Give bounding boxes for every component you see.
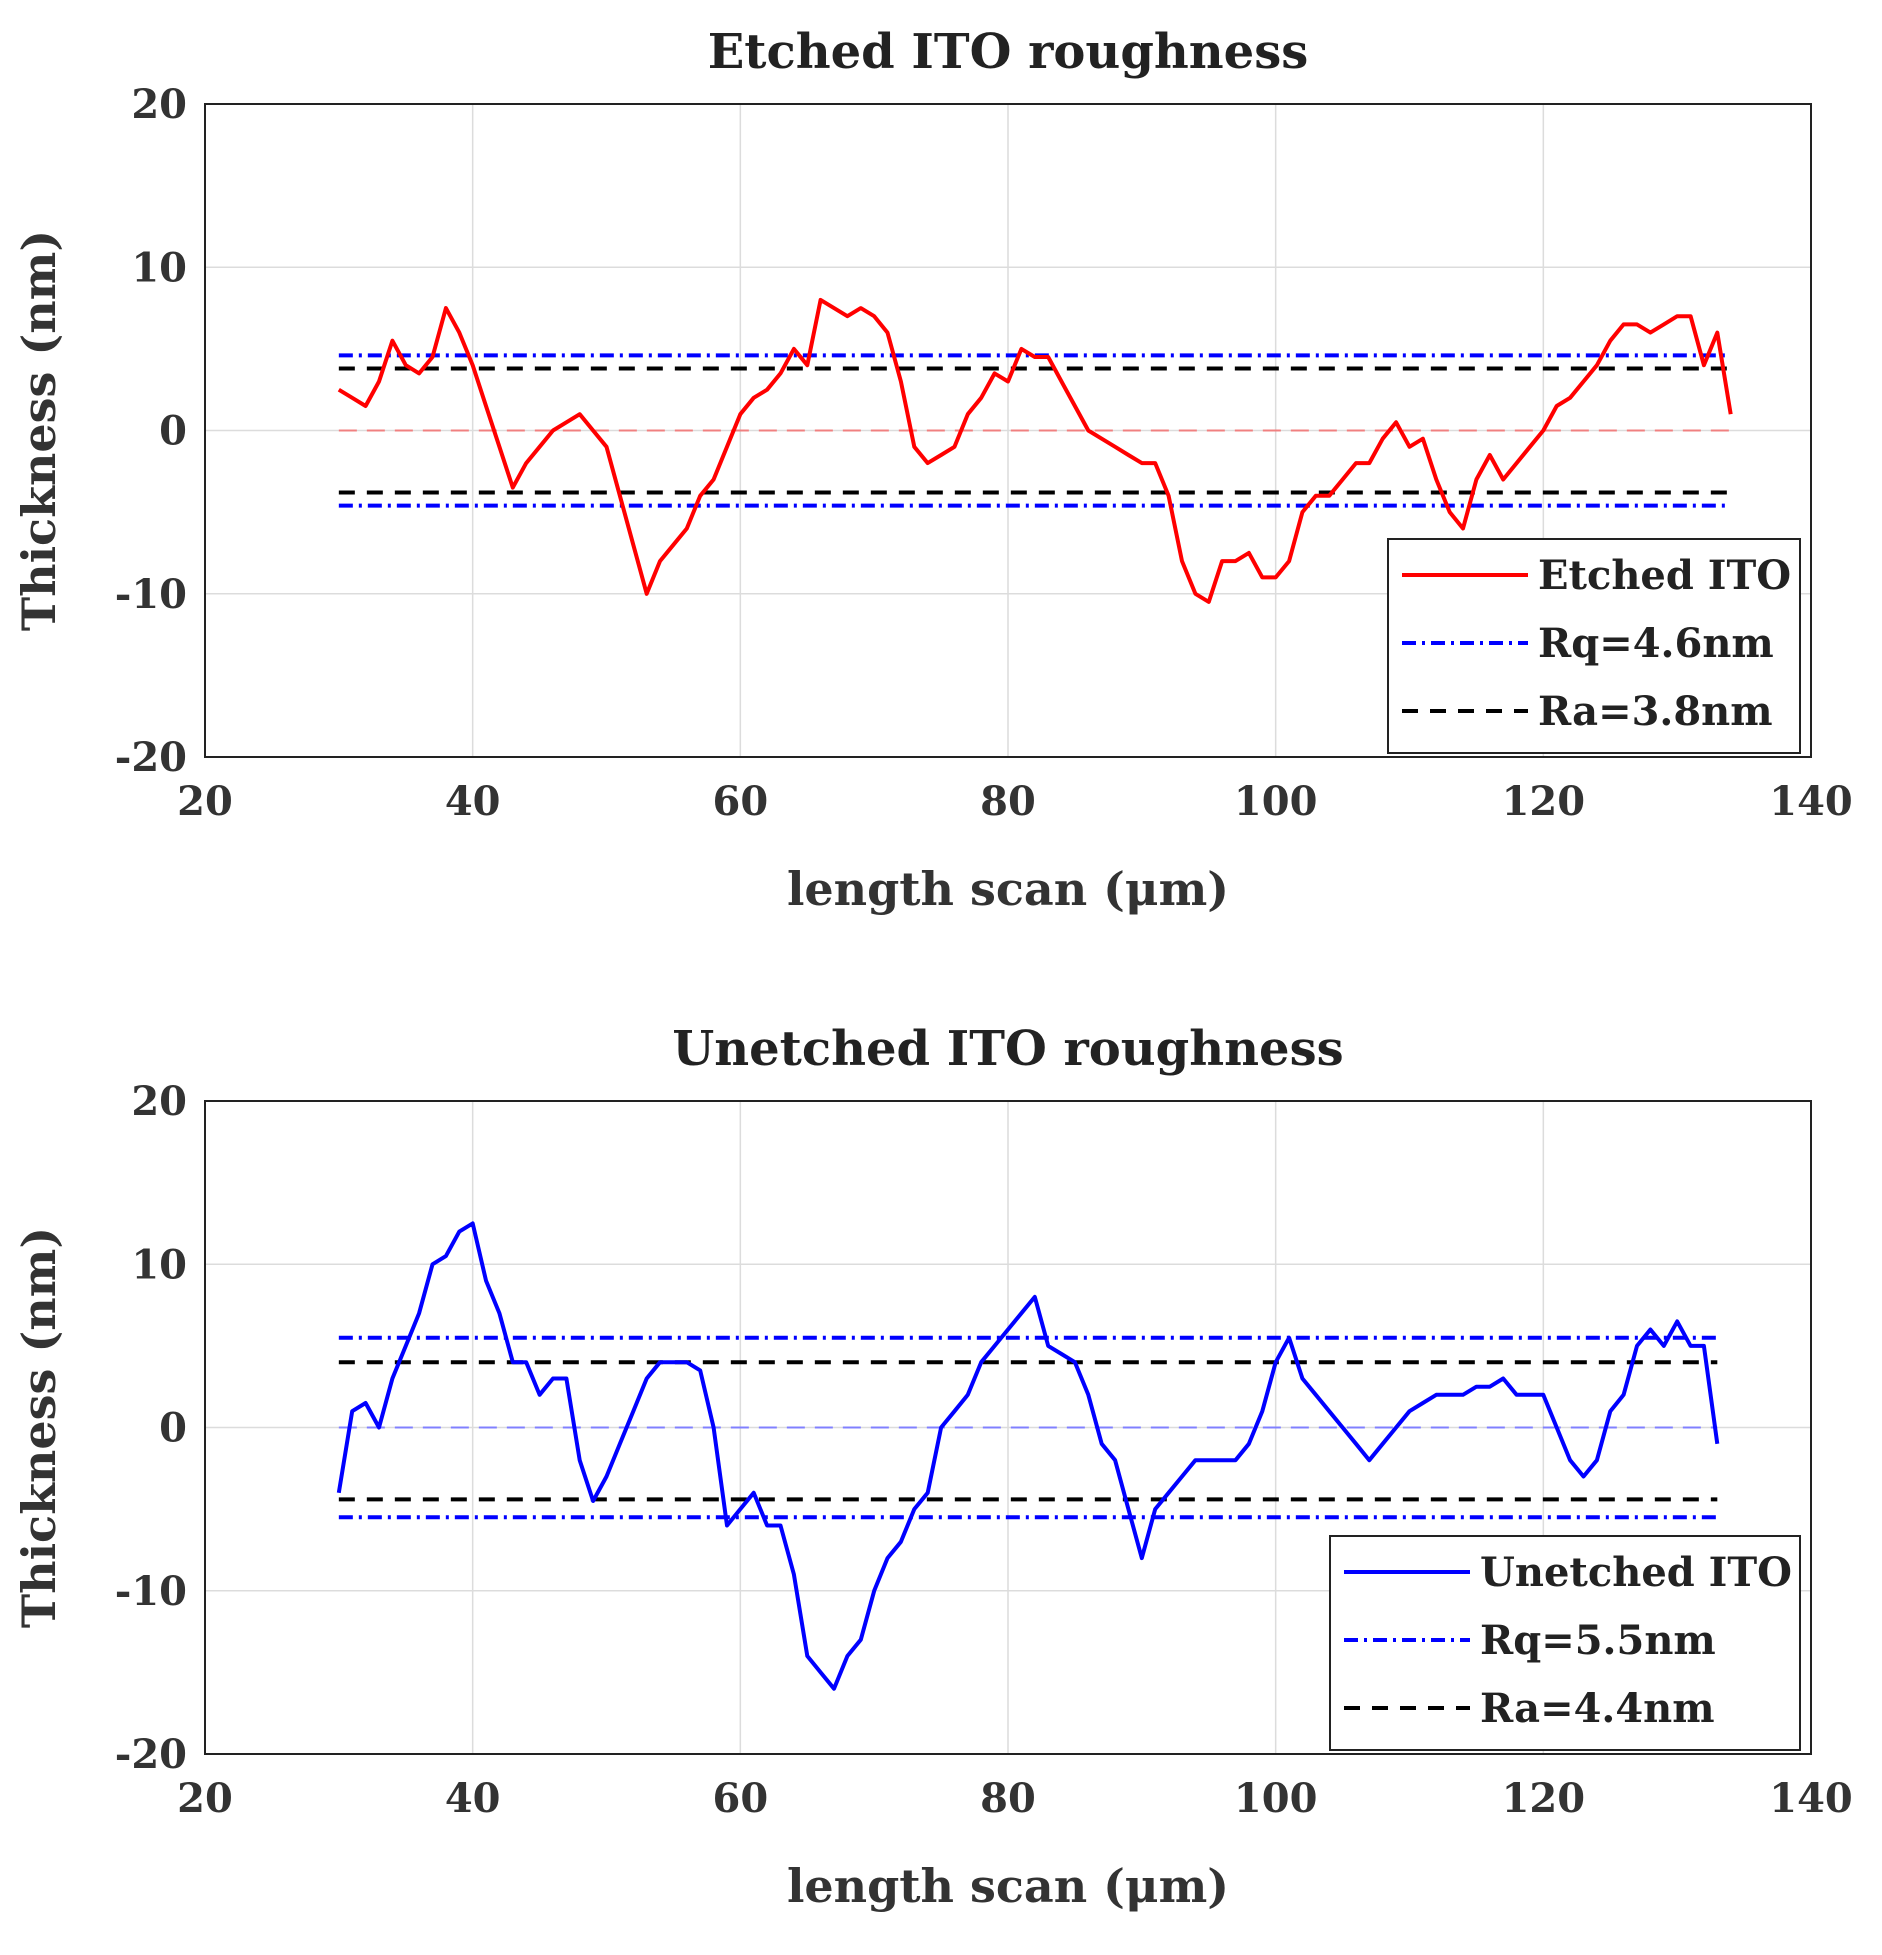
unetched-ito-chart: 20 40 60 80 100 120 140 -20 -10 0 10 20 Unetched ITO… bbox=[12, 1021, 1853, 1913]
plot-frame bbox=[204, 1100, 1812, 1755]
x-axis-label: length scan (μm) bbox=[787, 862, 1229, 916]
x-tick-label-140: 140 bbox=[1769, 1775, 1853, 1822]
x-tick-label-100: 100 bbox=[1234, 778, 1318, 825]
x-tick-label-40: 40 bbox=[445, 778, 501, 825]
x-tick-label-140: 140 bbox=[1769, 778, 1853, 825]
y-tick-label-10: 10 bbox=[131, 244, 187, 291]
legend-label-2: Rq=5.5nm bbox=[1480, 1617, 1716, 1664]
x-tick-label-60: 60 bbox=[712, 1775, 768, 1822]
y-tick-label-m20: -20 bbox=[115, 734, 187, 781]
x-tick-label-40: 40 bbox=[445, 1775, 501, 1822]
chart-title: Etched ITO roughness bbox=[708, 24, 1309, 80]
y-tick-label-m10: -10 bbox=[115, 1568, 187, 1615]
chart-title: Unetched ITO roughness bbox=[672, 1021, 1343, 1077]
legend-label-2: Rq=4.6nm bbox=[1538, 620, 1774, 667]
legend: Etched ITO Rq=4.6nm Ra=3.8nm bbox=[1387, 538, 1801, 754]
profile-series-line bbox=[337, 297, 1733, 604]
x-tick-label-80: 80 bbox=[980, 1775, 1036, 1822]
legend: Unetched ITO Rq=5.5nm Ra=4.4nm bbox=[1329, 1535, 1801, 1751]
x-tick-label-120: 120 bbox=[1502, 1775, 1586, 1822]
y-tick-label-m20: -20 bbox=[115, 1731, 187, 1778]
legend-label-3: Ra=4.4nm bbox=[1480, 1685, 1715, 1732]
legend-label-3: Ra=3.8nm bbox=[1538, 688, 1773, 735]
y-axis-label: Thickness (nm) bbox=[12, 1227, 66, 1628]
legend-label-1: Unetched ITO bbox=[1480, 1549, 1792, 1596]
x-tick-label-60: 60 bbox=[712, 778, 768, 825]
x-tick-label-120: 120 bbox=[1502, 778, 1586, 825]
x-tick-label-20: 20 bbox=[177, 778, 233, 825]
x-tick-label-80: 80 bbox=[980, 778, 1036, 825]
y-axis-label: Thickness (nm) bbox=[12, 230, 66, 631]
y-tick-label-20: 20 bbox=[131, 1078, 187, 1125]
plot-frame bbox=[204, 103, 1812, 758]
etched-ito-chart: 20 40 60 80 100 120 140 -20 -10 0 10 20 Etched ITO r… bbox=[12, 24, 1853, 916]
y-tick-label-0: 0 bbox=[159, 1405, 187, 1452]
x-axis-label: length scan (μm) bbox=[787, 1859, 1229, 1913]
y-tick-label-10: 10 bbox=[131, 1241, 187, 1288]
profile-series-line bbox=[336, 1221, 1720, 1691]
x-tick-label-100: 100 bbox=[1234, 1775, 1318, 1822]
x-tick-label-20: 20 bbox=[177, 1775, 233, 1822]
y-tick-label-m10: -10 bbox=[115, 571, 187, 618]
legend-label-1: Etched ITO bbox=[1538, 552, 1791, 599]
y-tick-label-0: 0 bbox=[159, 408, 187, 455]
y-tick-label-20: 20 bbox=[131, 81, 187, 128]
